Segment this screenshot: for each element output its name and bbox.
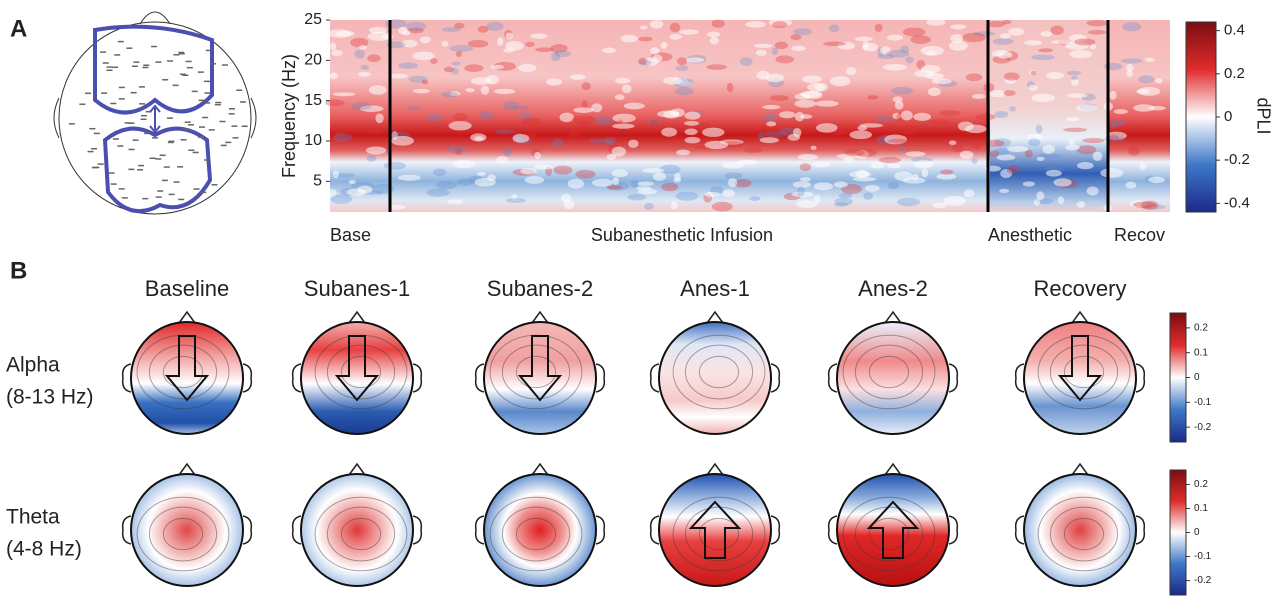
- panel-label: A: [10, 15, 27, 42]
- colorbar-tick-label: 0.2: [1194, 323, 1208, 334]
- scalp: [301, 474, 413, 586]
- scalp: [484, 322, 596, 434]
- ear: [596, 364, 604, 392]
- colorbar-tick-label: -0.4: [1224, 194, 1250, 211]
- colorbar-tick-label: 0.1: [1194, 347, 1208, 358]
- colorbar-tick-label: 0: [1194, 527, 1200, 538]
- topomap: [829, 312, 958, 434]
- scalp: [837, 474, 949, 586]
- ear: [243, 516, 251, 544]
- epoch-label: Base: [330, 225, 371, 245]
- ear: [771, 516, 779, 544]
- ear: [949, 364, 957, 392]
- scalp: [484, 474, 596, 586]
- topomap: [293, 464, 422, 586]
- topomap: [1016, 312, 1145, 434]
- ear: [293, 516, 301, 544]
- ear: [651, 516, 659, 544]
- ear: [123, 516, 131, 544]
- topomap: [123, 464, 252, 586]
- row-label: Alpha: [6, 354, 60, 377]
- ear: [1016, 364, 1024, 392]
- panel-label: B: [10, 257, 27, 284]
- colorbar-tick-label: -0.2: [1194, 422, 1212, 433]
- topomap: [829, 464, 958, 586]
- ear: [123, 364, 131, 392]
- spectrogram: [1108, 20, 1170, 212]
- ear: [829, 364, 837, 392]
- scalp: [1024, 474, 1136, 586]
- ear: [1136, 364, 1144, 392]
- y-tick-label: 5: [313, 173, 322, 190]
- ear: [651, 364, 659, 392]
- y-axis-label: Frequency (Hz): [279, 54, 299, 178]
- ear: [1136, 516, 1144, 544]
- scalp: [659, 322, 771, 434]
- electrode-head: [54, 12, 256, 214]
- scalp: [131, 322, 243, 434]
- column-title: Recovery: [1034, 276, 1127, 301]
- colorbar: [1170, 470, 1186, 595]
- colorbar-tick-label: 0.2: [1194, 479, 1208, 490]
- colorbar: [1170, 313, 1186, 442]
- epoch-label: Subanesthetic Infusion: [591, 225, 773, 245]
- ear: [243, 364, 251, 392]
- scalp: [131, 474, 243, 586]
- ear: [413, 364, 421, 392]
- colorbar: [1186, 22, 1216, 212]
- colorbar-tick-label: 0.4: [1224, 22, 1245, 39]
- topomap: [651, 464, 780, 586]
- scalp: [659, 474, 771, 586]
- scalp: [837, 322, 949, 434]
- topomap: [476, 464, 605, 586]
- figure: A B Frequency (Hz) Base Subanesthetic In…: [0, 0, 1280, 597]
- column-title: Anes-2: [858, 276, 928, 301]
- scalp: [1024, 322, 1136, 434]
- topomap: [123, 312, 252, 434]
- ear: [949, 516, 957, 544]
- colorbar-tick-label: -0.1: [1194, 551, 1212, 562]
- ear: [771, 364, 779, 392]
- row-label: Theta: [6, 506, 60, 529]
- column-title: Subanes-2: [487, 276, 593, 301]
- colorbar-tick-label: 0.1: [1194, 503, 1208, 514]
- column-title: Subanes-1: [304, 276, 410, 301]
- epoch-label: Anesthetic: [988, 225, 1072, 245]
- ear: [1016, 516, 1024, 544]
- epoch-label: Recov: [1114, 225, 1165, 245]
- column-title: Baseline: [145, 276, 229, 301]
- topomap: [293, 312, 422, 434]
- row-label: (4-8 Hz): [6, 538, 82, 561]
- colorbar-tick-label: -0.2: [1194, 575, 1212, 586]
- row-label: (8-13 Hz): [6, 386, 94, 409]
- ear: [476, 364, 484, 392]
- colorbar-tick-label: -0.2: [1224, 151, 1250, 168]
- colorbar-label: dPLI: [1253, 97, 1273, 134]
- colorbar-tick-label: 0.2: [1224, 65, 1245, 82]
- scalp: [301, 322, 413, 434]
- ear: [413, 516, 421, 544]
- ear: [476, 516, 484, 544]
- y-tick-label: 25: [304, 11, 322, 28]
- colorbar-tick-label: -0.1: [1194, 397, 1212, 408]
- ear: [293, 364, 301, 392]
- topomap: [1016, 464, 1145, 586]
- topomaps: [123, 312, 1145, 586]
- topomap: [476, 312, 605, 434]
- topomap: [651, 312, 780, 434]
- ear: [829, 516, 837, 544]
- colorbar-tick-label: 0: [1224, 108, 1232, 125]
- colorbar-tick-label: 0: [1194, 372, 1200, 383]
- y-tick-label: 10: [304, 132, 322, 149]
- ear: [596, 516, 604, 544]
- column-title: Anes-1: [680, 276, 750, 301]
- y-tick-label: 20: [304, 52, 322, 69]
- y-tick-label: 15: [304, 92, 322, 109]
